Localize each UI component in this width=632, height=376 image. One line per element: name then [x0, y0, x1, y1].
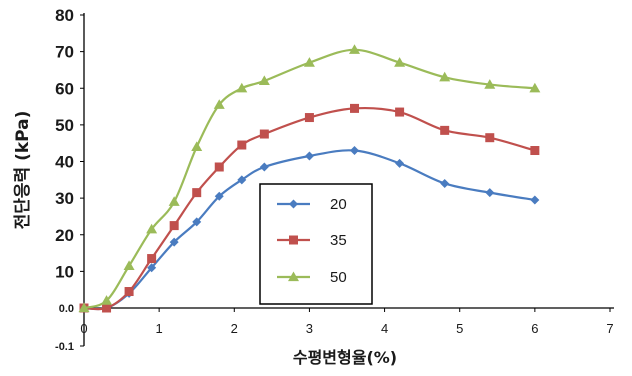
data-point-50 [349, 44, 361, 54]
legend-item-35: 35 [277, 232, 347, 249]
y-tick-label: -0.1 [55, 341, 74, 353]
y-tick-label: 20 [55, 226, 74, 245]
y-tick-label: 70 [55, 43, 74, 62]
x-tick-label: 7 [606, 321, 613, 336]
data-point-20 [237, 175, 247, 185]
data-point-20 [192, 217, 202, 227]
data-point-20 [259, 162, 269, 172]
data-point-50 [236, 82, 248, 93]
data-point-35 [440, 125, 450, 135]
x-tick-label: 5 [456, 321, 463, 336]
legend-label: 20 [330, 196, 347, 213]
data-point-35 [485, 133, 495, 143]
series-layer [78, 44, 541, 313]
data-point-35 [350, 103, 360, 113]
legend-item-20: 20 [277, 196, 347, 213]
legend-swatch-marker [288, 271, 299, 282]
data-point-35 [102, 303, 112, 313]
data-point-50 [303, 57, 315, 67]
y-tick-label: 50 [55, 116, 74, 135]
data-point-20 [530, 195, 540, 205]
legend-label: 35 [330, 232, 347, 249]
legend-box [259, 183, 373, 305]
y-tick-label: 10 [55, 262, 74, 281]
data-point-50 [213, 99, 225, 109]
y-tick-label: 80 [55, 6, 74, 25]
data-point-20 [395, 158, 405, 168]
data-point-35 [147, 254, 157, 264]
legend: 20 35 50 [259, 183, 373, 305]
data-point-35 [124, 287, 134, 297]
x-tick-label: 2 [231, 321, 238, 336]
data-point-35 [259, 129, 269, 139]
data-point-50 [191, 141, 203, 151]
data-point-20 [485, 188, 495, 198]
x-tick-label: 6 [531, 321, 538, 336]
series-50 [78, 44, 541, 313]
data-point-20 [147, 263, 157, 273]
y-tick-labels: 80 70 60 50 40 30 20 10 0.0 -0.1 [55, 6, 74, 353]
data-point-20 [304, 151, 314, 161]
legend-item-50: 50 [277, 269, 347, 286]
data-point-35 [192, 188, 202, 198]
data-point-50 [123, 260, 135, 271]
data-point-50 [168, 196, 180, 206]
data-point-35 [214, 162, 224, 172]
data-point-50 [394, 57, 406, 67]
data-point-20 [350, 146, 360, 156]
data-point-35 [304, 113, 314, 123]
data-point-35 [169, 221, 179, 231]
legend-swatch-marker [289, 199, 298, 209]
legend-label: 50 [330, 269, 347, 286]
x-tick-label: 3 [306, 321, 313, 336]
data-point-50 [101, 295, 113, 305]
data-point-50 [484, 79, 496, 89]
data-point-35 [530, 146, 540, 156]
data-point-50 [146, 223, 158, 234]
data-point-20 [440, 178, 450, 188]
data-point-20 [169, 237, 179, 247]
x-tick-label: 0 [80, 321, 87, 336]
y-tick-label: 0.0 [59, 303, 74, 315]
data-point-35 [395, 107, 405, 117]
x-axis-title: 수평변형율(%) [293, 348, 397, 367]
y-tick-label: 40 [55, 153, 74, 172]
x-tick-labels: 0 1 2 3 4 5 6 7 [80, 321, 613, 336]
y-axis-title: 전단응력 (kPa) [13, 111, 33, 230]
data-point-50 [439, 71, 451, 82]
legend-swatch-marker [289, 235, 298, 245]
series-35 [79, 103, 540, 313]
data-point-35 [237, 140, 247, 150]
x-tick-label: 1 [156, 321, 163, 336]
data-point-50 [78, 302, 90, 313]
y-tick-label: 60 [55, 79, 74, 98]
data-point-50 [529, 82, 541, 93]
data-point-20 [214, 191, 224, 201]
x-tick-label: 4 [381, 321, 388, 336]
data-point-50 [258, 75, 270, 86]
y-tick-label: 30 [55, 189, 74, 208]
